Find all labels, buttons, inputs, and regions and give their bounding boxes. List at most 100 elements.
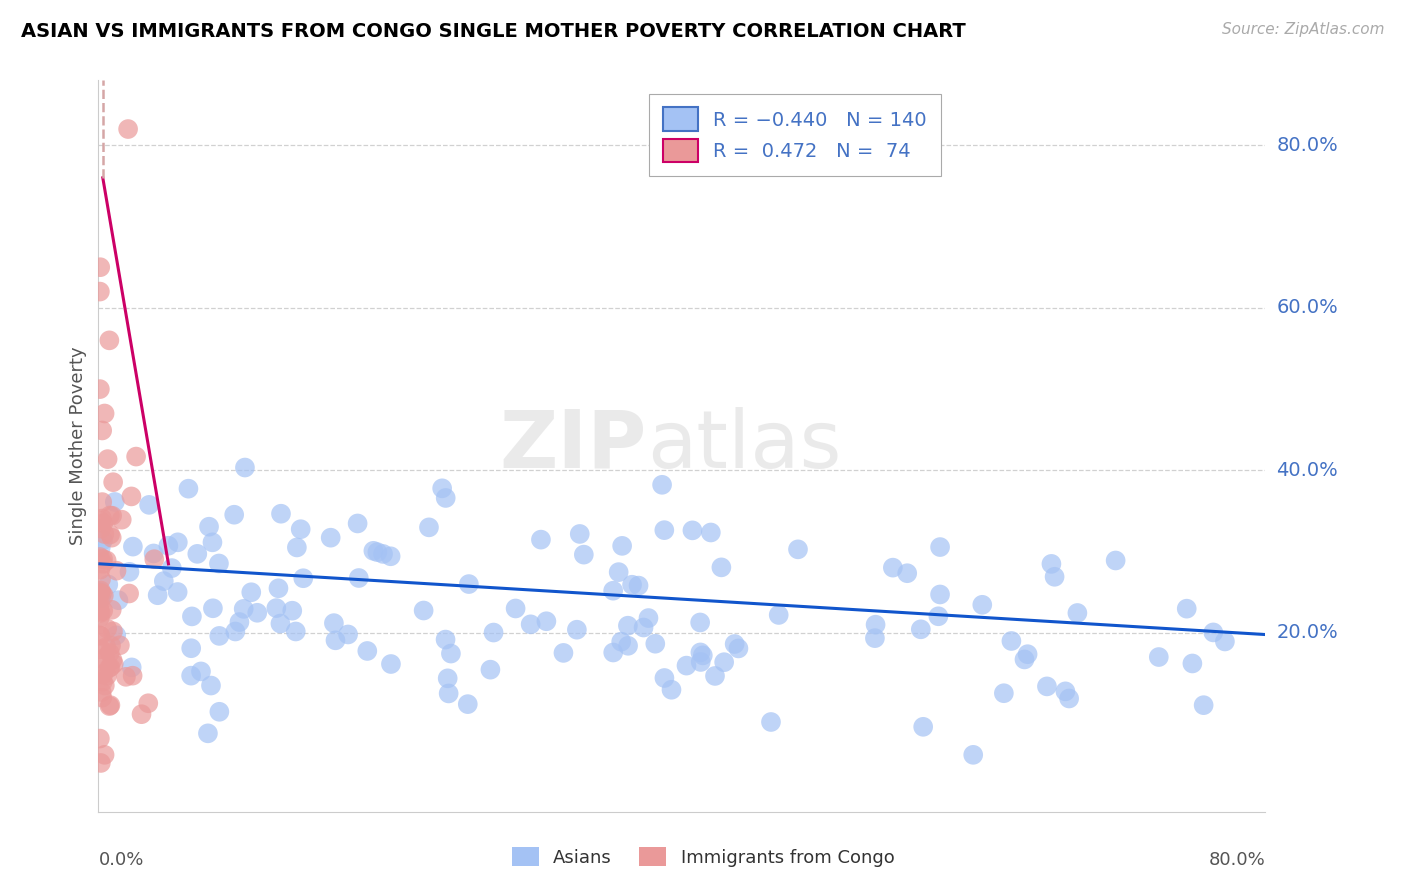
Point <box>536 614 558 628</box>
Point <box>224 624 246 639</box>
Point <box>96 669 118 683</box>
Point <box>96 622 118 636</box>
Point <box>651 478 673 492</box>
Text: ZIP: ZIP <box>499 407 647 485</box>
Point <box>962 747 984 762</box>
Point <box>434 491 457 505</box>
Point <box>90 667 112 681</box>
Point <box>101 508 124 523</box>
Point <box>1040 557 1063 571</box>
Point <box>692 648 714 663</box>
Point <box>787 542 810 557</box>
Point <box>89 584 111 599</box>
Point <box>430 481 453 495</box>
Text: atlas: atlas <box>647 407 841 485</box>
Point <box>644 637 666 651</box>
Point <box>121 668 143 682</box>
Point <box>266 601 288 615</box>
Point <box>186 547 208 561</box>
Point <box>122 540 145 554</box>
Point <box>105 628 128 642</box>
Point <box>208 629 231 643</box>
Text: Source: ZipAtlas.com: Source: ZipAtlas.com <box>1222 22 1385 37</box>
Y-axis label: Single Mother Poverty: Single Mother Poverty <box>69 347 87 545</box>
Point <box>91 533 114 548</box>
Point <box>380 549 402 564</box>
Point <box>90 642 112 657</box>
Point <box>418 520 440 534</box>
Point <box>89 514 111 528</box>
Point <box>166 585 188 599</box>
Text: ASIAN VS IMMIGRANTS FROM CONGO SINGLE MOTHER POVERTY CORRELATION CHART: ASIAN VS IMMIGRANTS FROM CONGO SINGLE MO… <box>21 22 966 41</box>
Point <box>224 508 246 522</box>
Point <box>91 516 114 531</box>
Point <box>882 560 904 574</box>
Point <box>325 633 347 648</box>
Point <box>91 587 114 601</box>
Point <box>366 545 388 559</box>
Point <box>118 565 141 579</box>
Point <box>93 527 115 541</box>
Point <box>90 756 112 770</box>
Text: 40.0%: 40.0% <box>1277 461 1339 480</box>
Point <box>153 574 176 588</box>
Point <box>285 541 308 555</box>
Point <box>98 660 121 674</box>
Legend: R = −0.440   N = 140, R =  0.472   N =  74: R = −0.440 N = 140, R = 0.472 N = 74 <box>650 94 941 176</box>
Point <box>100 603 122 617</box>
Point <box>201 601 224 615</box>
Point <box>1213 634 1236 648</box>
Point <box>100 660 122 674</box>
Point <box>125 450 148 464</box>
Point <box>710 560 733 574</box>
Text: 80.0%: 80.0% <box>1277 136 1339 155</box>
Point <box>98 699 121 714</box>
Point <box>568 527 591 541</box>
Text: 20.0%: 20.0% <box>1277 624 1339 642</box>
Point <box>1192 698 1215 713</box>
Point <box>246 606 269 620</box>
Point <box>89 628 111 642</box>
Point <box>267 582 290 596</box>
Point <box>201 535 224 549</box>
Text: 80.0%: 80.0% <box>1209 851 1265 869</box>
Point <box>233 460 256 475</box>
Point <box>700 525 723 540</box>
Point <box>108 638 131 652</box>
Point <box>1036 679 1059 693</box>
Point <box>356 644 378 658</box>
Point <box>505 601 527 615</box>
Point <box>100 639 122 653</box>
Point <box>117 122 139 136</box>
Point <box>98 508 121 523</box>
Point <box>929 587 952 601</box>
Point <box>1066 606 1088 620</box>
Point <box>727 641 749 656</box>
Point <box>98 334 121 348</box>
Point <box>111 513 134 527</box>
Point <box>101 624 124 639</box>
Point <box>136 696 159 710</box>
Point <box>98 527 121 541</box>
Point <box>553 646 575 660</box>
Point <box>337 627 360 641</box>
Point <box>157 539 180 553</box>
Text: 0.0%: 0.0% <box>98 851 143 869</box>
Point <box>93 747 115 762</box>
Point <box>97 577 120 591</box>
Point <box>896 566 918 581</box>
Point <box>602 646 624 660</box>
Point <box>94 678 117 692</box>
Point <box>89 606 111 620</box>
Point <box>380 657 402 671</box>
Point <box>572 548 595 562</box>
Point <box>91 690 114 705</box>
Point <box>96 553 118 567</box>
Point <box>322 616 344 631</box>
Point <box>115 670 138 684</box>
Point <box>661 682 683 697</box>
Legend: Asians, Immigrants from Congo: Asians, Immigrants from Congo <box>505 840 901 874</box>
Point <box>107 593 129 607</box>
Point <box>93 667 115 681</box>
Point <box>197 726 219 740</box>
